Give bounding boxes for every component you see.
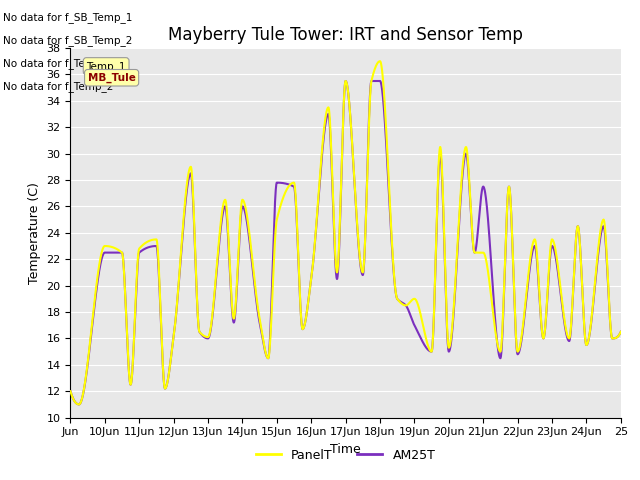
Text: No data for f_Temp_1: No data for f_Temp_1 bbox=[3, 58, 113, 69]
Text: No data for f_SB_Temp_1: No data for f_SB_Temp_1 bbox=[3, 12, 132, 23]
Title: Mayberry Tule Tower: IRT and Sensor Temp: Mayberry Tule Tower: IRT and Sensor Temp bbox=[168, 25, 523, 44]
Text: MB_Tule: MB_Tule bbox=[88, 72, 136, 83]
X-axis label: Time: Time bbox=[330, 443, 361, 456]
Y-axis label: Temperature (C): Temperature (C) bbox=[28, 182, 41, 284]
Legend: PanelT, AM25T: PanelT, AM25T bbox=[251, 444, 440, 467]
Text: Temp_1: Temp_1 bbox=[86, 61, 126, 72]
Text: No data for f_Temp_2: No data for f_Temp_2 bbox=[3, 81, 113, 92]
Text: No data for f_SB_Temp_2: No data for f_SB_Temp_2 bbox=[3, 35, 132, 46]
